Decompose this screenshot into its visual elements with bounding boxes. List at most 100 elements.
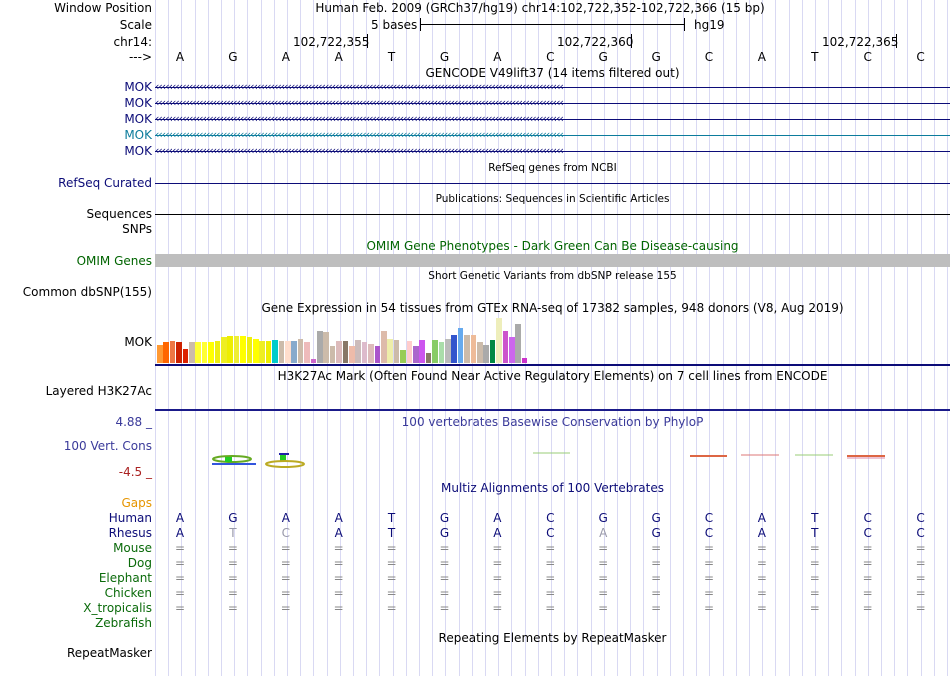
gtex-bar[interactable] [214,341,221,363]
gtex-bar[interactable] [297,339,304,363]
species-label[interactable]: Chicken [104,586,152,600]
repeatmasker-title[interactable]: Repeating Elements by RepeatMasker [438,631,667,645]
phylop-label[interactable]: 100 Vert. Cons [63,439,152,453]
phylop-title[interactable]: 100 vertebrates Basewise Conservation by… [401,415,704,429]
window-position-value[interactable]: Human Feb. 2009 (GRCh37/hg19) chr14:102,… [315,1,765,15]
gtex-bar[interactable] [413,346,419,363]
refseq-title[interactable]: RefSeq genes from NCBI [488,162,617,174]
gtex-bar[interactable] [265,341,272,363]
publications-line[interactable] [155,214,950,215]
gencode-title[interactable]: GENCODE V49lift37 (14 items filtered out… [425,66,680,80]
gtex-bar[interactable] [483,345,489,363]
gtex-bar[interactable] [451,335,457,363]
gtex-bar[interactable] [323,332,329,363]
gtex-bar[interactable] [227,336,233,363]
gtex-bar[interactable] [195,342,201,363]
gtex-bar[interactable] [381,331,387,363]
h3k27ac-title[interactable]: H3K27Ac Mark (Often Found Near Active Re… [277,369,828,383]
gtex-bar[interactable] [189,342,195,363]
multiz-title[interactable]: Multiz Alignments of 100 Vertebrates [440,481,665,495]
gtex-bar[interactable] [246,337,253,363]
gtex-bar[interactable] [157,345,163,363]
omim-label[interactable]: OMIM Genes [76,254,152,268]
gtex-bar[interactable] [387,339,393,363]
gtex-bar[interactable] [163,342,169,363]
gtex-bar[interactable] [240,336,246,363]
publications-title[interactable]: Publications: Sequences in Scientific Ar… [435,193,670,205]
gtex-bar[interactable] [419,340,425,363]
gtex-bar[interactable] [470,335,477,363]
gtex-bar[interactable] [253,339,259,363]
species-label[interactable]: Human [108,511,152,525]
gencode-transcript-line[interactable]: ‹‹‹‹‹‹‹‹‹‹‹‹‹‹‹‹‹‹‹‹‹‹‹‹‹‹‹‹‹‹‹‹‹‹‹‹‹‹‹‹… [155,129,564,141]
gtex-bar[interactable] [496,318,502,363]
gencode-track-label[interactable]: MOK [124,144,152,158]
dbsnp-label[interactable]: Common dbSNP(155) [22,285,152,299]
gencode-transcript-line[interactable]: ‹‹‹‹‹‹‹‹‹‹‹‹‹‹‹‹‹‹‹‹‹‹‹‹‹‹‹‹‹‹‹‹‹‹‹‹‹‹‹‹… [155,81,564,93]
gtex-bar[interactable] [515,324,521,363]
dbsnp-title[interactable]: Short Genetic Variants from dbSNP releas… [428,270,677,282]
gtex-bar[interactable] [208,342,214,363]
gencode-track-label[interactable]: MOK [124,112,152,126]
gtex-bar[interactable] [291,341,297,363]
species-label[interactable]: Elephant [98,571,152,585]
gtex-bar[interactable] [509,337,515,363]
species-label[interactable]: Zebrafish [95,616,152,630]
gtex-label[interactable]: MOK [124,335,152,349]
gencode-track-label[interactable]: MOK [124,96,152,110]
refseq-gene-line[interactable] [155,183,950,184]
gencode-track-label[interactable]: MOK [124,80,152,94]
gtex-bar[interactable] [329,346,336,363]
gtex-bar-chart[interactable] [155,318,950,363]
h3k27ac-label[interactable]: Layered H3K27Ac [45,384,152,398]
gtex-bar[interactable] [278,341,285,363]
gtex-bar[interactable] [221,337,227,363]
snps-label[interactable]: SNPs [122,222,152,236]
gtex-bar[interactable] [176,342,182,363]
gtex-bar[interactable] [425,353,432,363]
species-label[interactable]: Dog [127,556,152,570]
gtex-bar[interactable] [233,336,240,363]
gtex-title[interactable]: Gene Expression in 54 tissues from GTEx … [261,301,844,315]
gtex-bar[interactable] [361,342,368,363]
species-label[interactable]: X_tropicalis [83,601,152,615]
phylop-signal[interactable] [155,445,950,475]
gtex-bar[interactable] [502,331,509,363]
gtex-bar[interactable] [336,341,342,363]
gtex-bar[interactable] [349,346,355,363]
gtex-bar[interactable] [272,340,278,363]
gtex-bar[interactable] [432,340,438,363]
gtex-bar[interactable] [355,340,361,363]
gtex-bar[interactable] [310,359,317,363]
repeatmasker-label[interactable]: RepeatMasker [66,646,152,660]
gtex-bar[interactable] [521,358,528,363]
gtex-bar[interactable] [169,341,176,363]
gtex-bar[interactable] [477,342,483,363]
gencode-transcript-line[interactable]: ‹‹‹‹‹‹‹‹‹‹‹‹‹‹‹‹‹‹‹‹‹‹‹‹‹‹‹‹‹‹‹‹‹‹‹‹‹‹‹‹… [155,113,564,125]
gaps-label[interactable]: Gaps [121,496,152,510]
gtex-bar[interactable] [201,342,208,363]
gtex-bar[interactable] [304,342,310,363]
omim-title[interactable]: OMIM Gene Phenotypes - Dark Green Can Be… [366,239,739,253]
gtex-bar[interactable] [445,339,451,363]
gtex-bar[interactable] [374,346,381,363]
species-label[interactable]: Mouse [113,541,152,555]
gtex-bar[interactable] [438,342,445,363]
gtex-bar[interactable] [393,340,400,363]
refseq-label[interactable]: RefSeq Curated [58,176,152,190]
species-label[interactable]: Rhesus [108,526,152,540]
gtex-bar[interactable] [489,340,496,363]
gencode-transcript-line[interactable]: ‹‹‹‹‹‹‹‹‹‹‹‹‹‹‹‹‹‹‹‹‹‹‹‹‹‹‹‹‹‹‹‹‹‹‹‹‹‹‹‹… [155,145,564,157]
omim-gene-bar[interactable] [155,254,950,267]
sequences-label[interactable]: Sequences [86,207,152,221]
h3k27ac-signal-line[interactable] [155,409,950,411]
gtex-bar[interactable] [368,344,374,363]
gtex-bar[interactable] [259,341,265,363]
gtex-bar[interactable] [400,350,406,363]
gtex-bar[interactable] [317,331,323,363]
gencode-transcript-line[interactable]: ‹‹‹‹‹‹‹‹‹‹‹‹‹‹‹‹‹‹‹‹‹‹‹‹‹‹‹‹‹‹‹‹‹‹‹‹‹‹‹‹… [155,97,564,109]
gencode-track-label[interactable]: MOK [124,128,152,142]
gtex-bar[interactable] [457,328,464,363]
gtex-bar[interactable] [464,335,470,363]
gtex-bar[interactable] [406,341,413,363]
